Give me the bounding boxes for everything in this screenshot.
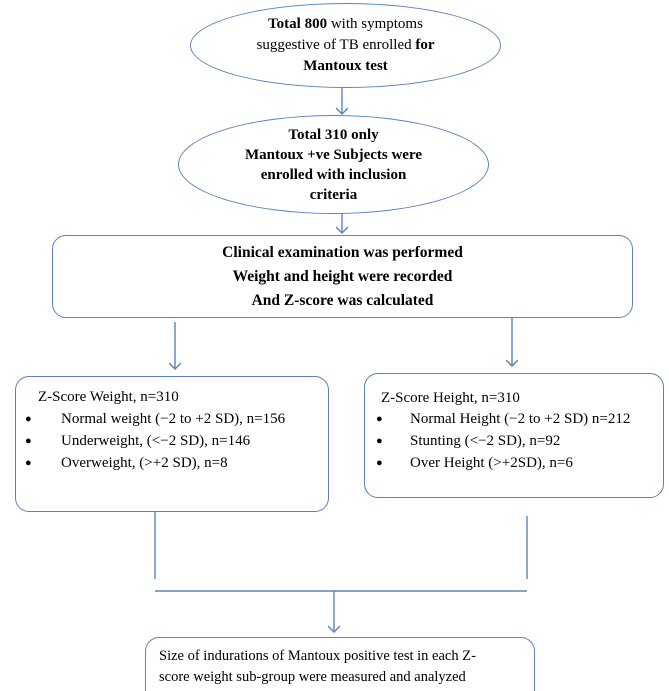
clinical-line-1: Clinical examination was performed [222,243,463,261]
clinical-line-3: And Z-score was calculated [251,291,434,309]
enrollment-total: Total 800 [268,16,328,32]
induration-analysis-node: Size of indurations of Mantoux positive … [145,637,535,691]
list-item: Normal weight (−2 to +2 SD), n=156 [21,408,328,430]
list-item: Over Height (>+2SD), n=6 [372,452,663,474]
list-item: Stunting (<−2 SD), n=92 [372,430,663,452]
induration-line-2: score weight sub-group were measured and… [159,669,466,685]
zscore-weight-title: Z-Score Weight, n=310 [38,389,179,405]
zscore-height-list: Normal Height (−2 to +2 SD) n=212 Stunti… [372,408,663,474]
list-item: Normal Height (−2 to +2 SD) n=212 [372,408,663,430]
enrollment-line-2-text: suggestive of TB enrolled [256,37,416,53]
enrollment-node: Total 800 with symptoms suggestive of TB… [190,3,501,88]
clinical-line-2: Weight and height were recorded [232,267,453,285]
enrollment-line-2: suggestive of TB enrolled for [256,35,434,56]
mantoux-line-3: enrolled with inclusion [260,166,407,183]
enrollment-line-2-bold: for [415,37,435,53]
enrollment-line-3: Mantoux test [303,58,388,74]
mantoux-line-1: Total 310 only [288,126,379,143]
list-item: Overweight, (>+2 SD), n=8 [21,452,328,474]
zscore-weight-list: Normal weight (−2 to +2 SD), n=156 Under… [21,408,328,474]
zscore-height-box: Z-Score Height, n=310 Normal Height (−2 … [364,373,664,498]
mantoux-line-4: criteria [309,186,358,203]
enrollment-line-1: Total 800 with symptoms [268,14,423,35]
list-item: Underweight, (<−2 SD), n=146 [21,430,328,452]
zscore-weight-box: Z-Score Weight, n=310 Normal weight (−2 … [15,376,329,512]
induration-line-1: Size of indurations of Mantoux positive … [159,648,476,664]
enrollment-line-1-text: with symptoms [327,16,423,32]
clinical-exam-node: Clinical examination was performed Weigh… [52,235,633,318]
mantoux-line-2: Mantoux +ve Subjects were [245,146,422,163]
mantoux-positive-node: Total 310 only Mantoux +ve Subjects were… [178,115,489,214]
zscore-height-title: Z-Score Height, n=310 [381,390,520,406]
